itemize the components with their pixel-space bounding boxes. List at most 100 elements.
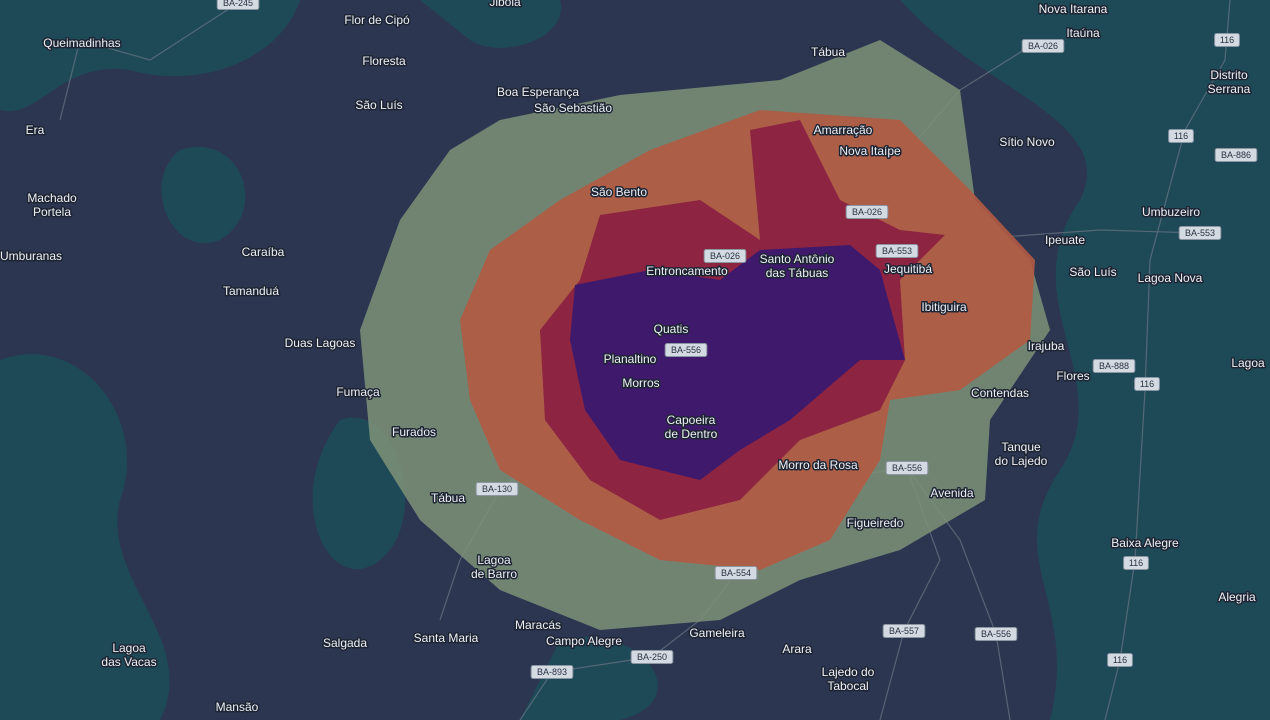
place-label: Flor de Cipó [344,13,410,27]
road-shield [1092,359,1136,373]
place-label: Salgada [323,636,367,650]
road-shield [1214,33,1240,47]
road-shield [882,624,926,638]
place-label: Morros [622,376,659,390]
place-label: Irajuba [1028,339,1065,353]
road-label: 116 [1174,131,1188,141]
place-label: Santo Antônio [760,252,835,266]
road-label: BA-553 [1185,228,1215,238]
road-shield [1134,377,1160,391]
road-label: 116 [1129,558,1143,568]
road-label: BA-557 [889,626,919,636]
place-label: São Sebastião [534,101,612,115]
place-label: Alegria [1218,590,1256,604]
place-label: Boa Esperança [497,85,579,99]
place-label: Portela [33,205,71,219]
road-shield [664,343,708,357]
place-label: Morro da Rosa [778,458,858,472]
place-label: Serrana [1208,82,1251,96]
road-label: 116 [1113,655,1127,665]
place-label: de Barro [471,567,517,581]
road-shield [1021,39,1065,53]
road-label: BA-026 [1028,41,1058,51]
place-label: Tabocal [827,679,868,693]
place-label: Entroncamento [646,264,728,278]
place-label: Tábua [431,491,465,505]
road-shield [1107,653,1133,667]
road-label: BA-130 [482,484,512,494]
road-label: BA-556 [671,345,701,355]
place-label: das Vacas [101,655,156,669]
place-label: Planaltino [604,352,657,366]
place-label: Lagoa [1231,356,1265,370]
place-label: Fumaça [336,385,380,399]
place-label: Quatis [654,322,689,336]
road-label: BA-026 [852,207,882,217]
place-label: de Dentro [665,427,718,441]
place-label: São Luís [355,98,402,112]
place-label: Maracás [515,618,561,632]
place-label: Umbuzeiro [1142,205,1200,219]
road-shield [475,482,519,496]
place-label: Ibitiguira [921,300,967,314]
road-shield [974,627,1018,641]
road-shield [216,0,260,10]
place-label: Ipeuate [1045,233,1085,247]
place-label: Nova Itaípe [839,144,901,158]
road-shield [714,566,758,580]
place-label: Tanque [1001,440,1041,454]
place-label: Figueiredo [847,516,904,530]
place-label: Jiboia [489,0,521,9]
place-label: Machado [27,191,77,205]
place-label: Contendas [971,386,1029,400]
place-label: Lagoa [112,641,146,655]
place-label: Caraíba [242,245,285,259]
road-label: BA-554 [721,568,751,578]
place-label: Amarração [814,123,873,137]
road-label: BA-556 [981,629,1011,639]
road-label: BA-026 [710,251,740,261]
road-shield [885,461,929,475]
place-label: Lajedo do [822,665,875,679]
place-label: Capoeira [667,413,716,427]
place-label: Furados [392,425,436,439]
place-label: Era [26,123,45,137]
place-label: Baixa Alegre [1111,536,1179,550]
place-label: do Lajedo [995,454,1048,468]
place-label: Floresta [362,54,406,68]
place-label: Jequitibá [884,262,932,276]
place-label: Duas Lagoas [285,336,356,350]
road-shield [1123,556,1149,570]
place-label: Gameleira [689,626,745,640]
road-label: BA-553 [882,246,912,256]
road-shield [845,205,889,219]
place-label: São Bento [591,185,647,199]
road-label: BA-245 [223,0,253,8]
road-shield [703,249,747,263]
road-label: 116 [1140,379,1154,389]
road-label: BA-886 [1221,150,1251,160]
road-shield [1168,129,1194,143]
place-label: Flores [1056,369,1089,383]
place-label: Tamanduá [223,284,279,298]
place-label: Mansão [216,700,259,714]
place-label: São Luís [1069,265,1116,279]
road-shield [630,650,674,664]
road-label: BA-888 [1099,361,1129,371]
place-label: das Tábuas [766,266,829,280]
place-label: Sítio Novo [999,135,1055,149]
place-label: Arara [782,642,812,656]
place-label: Avenida [930,486,973,500]
place-label: Lagoa [477,553,511,567]
place-label: Lagoa Nova [1138,271,1203,285]
place-label: Santa Maria [414,631,479,645]
heatmap [360,40,1050,630]
road-shield [530,665,574,679]
road-shield [1178,226,1222,240]
place-label: Itaúna [1066,26,1100,40]
road-label: BA-250 [637,652,667,662]
place-label: Umburanas [0,249,62,263]
